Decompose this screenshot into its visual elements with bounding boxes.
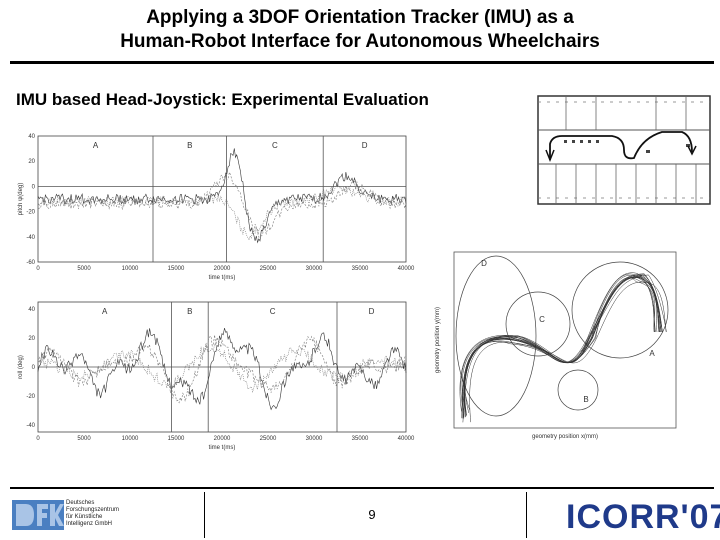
pitch-segment-label: B <box>187 141 192 150</box>
trajectory-chart: geometry position y(mm) geometry position… <box>435 251 677 440</box>
trajectory-segment-label: D <box>481 259 487 268</box>
footer-divider <box>10 487 714 489</box>
pitch-x-tick-label: 0 <box>36 266 40 272</box>
pitch-x-tick-label: 10000 <box>122 266 139 272</box>
roll-x-tick-label: 10000 <box>122 436 139 442</box>
dfki-line-2: Forschungszentrum <box>66 507 120 513</box>
footer-separator-right <box>526 492 527 538</box>
icorr-logo-text: ICORR'07 <box>566 498 720 536</box>
roll-y-tick-label: 40 <box>28 307 35 313</box>
trajectory-segment-label: A <box>649 349 655 358</box>
title-divider <box>10 61 714 64</box>
icorr-logo: ICORR'07 <box>566 497 720 537</box>
roll-x-tick-label: 30000 <box>306 436 323 442</box>
roll-series-line <box>37 334 407 404</box>
dfki-line-1: Deutsches <box>66 500 95 506</box>
trajectory-circle-d <box>455 255 537 417</box>
trajectory-run-line <box>462 274 663 419</box>
pitch-chart: 0 5000 10000 15000 20000 25000 30000 35000 40000… <box>18 134 415 281</box>
trajectory-segment-label: B <box>583 395 588 404</box>
trajectory-circle-c <box>505 291 571 357</box>
roll-y-tick-label: -40 <box>26 423 35 429</box>
roll-segment-label: C <box>270 307 276 316</box>
pitch-x-tick-label: 20000 <box>214 266 231 272</box>
dfki-line-3: für Künstliche <box>66 514 103 520</box>
roll-segment-label: D <box>369 307 375 316</box>
roll-series-line <box>37 342 407 393</box>
pitch-x-tick-label: 5000 <box>77 266 91 272</box>
slide-number: 9 <box>368 507 376 522</box>
pitch-segment-label: A <box>93 141 99 150</box>
dfki-line-4: Intelligenz GmbH <box>66 521 113 527</box>
pitch-segment-label: D <box>362 141 368 150</box>
pitch-y-tick-label: 20 <box>28 159 35 165</box>
footer-separator-left <box>204 492 205 538</box>
title-line-1: Applying a 3DOF Orientation Tracker (IMU… <box>146 7 574 28</box>
pitch-x-tick-label: 15000 <box>168 266 185 272</box>
trajectory-circle-a <box>571 261 669 359</box>
pitch-y-tick-label: -40 <box>26 235 35 241</box>
floor-plan-diagram <box>537 95 711 205</box>
title-line-2: Human-Robot Interface for Autonomous Whe… <box>120 31 600 52</box>
pitch-x-axis-label: time t(ms) <box>209 275 236 281</box>
pitch-y-tick-label: 0 <box>32 184 36 190</box>
roll-y-tick-label: -20 <box>26 394 35 400</box>
pitch-series-line <box>37 171 407 238</box>
roll-x-tick-label: 25000 <box>260 436 277 442</box>
pitch-series-line <box>37 148 407 244</box>
pitch-y-axis-label: pitch ψ(deg) <box>18 183 24 216</box>
trajectory-circle-b <box>557 369 599 411</box>
roll-x-tick-label: 20000 <box>214 436 231 442</box>
trajectory-run-line <box>462 274 667 423</box>
roll-y-tick-label: 0 <box>32 365 36 371</box>
pitch-x-tick-label: 40000 <box>398 266 415 272</box>
pitch-segment-label: C <box>272 141 278 150</box>
trajectory-run-line <box>459 272 656 412</box>
pitch-y-tick-label: 40 <box>28 134 35 140</box>
pitch-x-tick-label: 35000 <box>352 266 369 272</box>
roll-x-tick-label: 15000 <box>168 436 185 442</box>
dfki-logo <box>12 500 64 530</box>
pitch-y-tick-label: -60 <box>26 260 35 266</box>
trajectory-run-line <box>464 278 658 414</box>
trajectory-segment-label: C <box>539 315 545 324</box>
pitch-x-tick-label: 30000 <box>306 266 323 272</box>
roll-x-tick-label: 35000 <box>352 436 369 442</box>
roll-chart: 0 5000 10000 15000 20000 25000 30000 35000 40000… <box>18 301 415 451</box>
slide-title: Applying a 3DOF Orientation Tracker (IMU… <box>0 6 720 54</box>
roll-y-axis-label: roll (deg) <box>18 355 24 379</box>
roll-segment-label: A <box>102 307 108 316</box>
dfki-name: Deutsches Forschungszentrum für Künstlic… <box>66 500 119 528</box>
roll-segment-label: B <box>187 307 192 316</box>
pitch-y-tick-label: -20 <box>26 210 35 216</box>
roll-x-tick-label: 0 <box>36 436 40 442</box>
roll-x-axis-label: time t(ms) <box>209 445 236 451</box>
roll-y-tick-label: 20 <box>28 336 35 342</box>
pitch-frame <box>37 135 407 263</box>
slide-subtitle: IMU based Head-Joystick: Experimental Ev… <box>16 90 429 109</box>
trajectory-y-axis-label: geometry position y(mm) <box>435 307 441 373</box>
roll-x-tick-label: 5000 <box>77 436 91 442</box>
trajectory-x-axis-label: geometry position x(mm) <box>532 434 598 440</box>
trajectory-run-line <box>463 275 663 419</box>
roll-x-tick-label: 40000 <box>398 436 415 442</box>
pitch-x-tick-label: 25000 <box>260 266 277 272</box>
pitch-series-line <box>37 184 407 241</box>
